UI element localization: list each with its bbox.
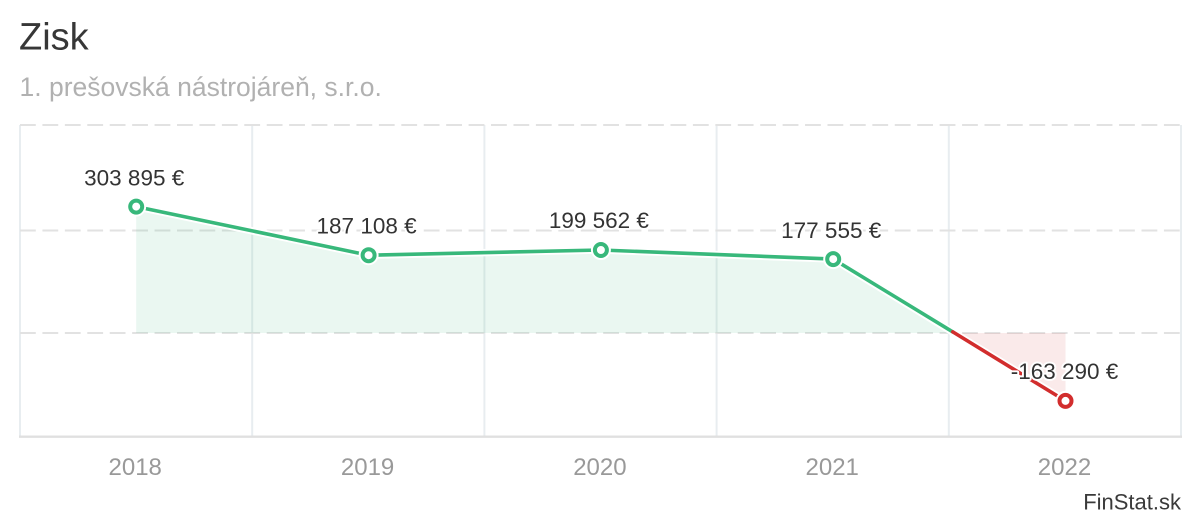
- svg-text:2021: 2021: [806, 454, 859, 481]
- svg-text:FinStat.sk: FinStat.sk: [1083, 490, 1182, 515]
- svg-text:177 555 €: 177 555 €: [781, 218, 882, 243]
- svg-text:Zisk: Zisk: [19, 17, 90, 59]
- svg-text:199 562 €: 199 562 €: [549, 208, 650, 233]
- svg-text:-163 290 €: -163 290 €: [1011, 359, 1119, 384]
- svg-text:1. prešovská nástrojáreň, s.r.: 1. prešovská nástrojáreň, s.r.o.: [20, 72, 382, 102]
- svg-text:2018: 2018: [109, 454, 162, 481]
- svg-text:2022: 2022: [1038, 454, 1091, 481]
- svg-text:2019: 2019: [341, 454, 394, 481]
- svg-text:303 895 €: 303 895 €: [84, 166, 185, 191]
- svg-text:2020: 2020: [573, 454, 626, 481]
- svg-text:187 108 €: 187 108 €: [317, 213, 418, 238]
